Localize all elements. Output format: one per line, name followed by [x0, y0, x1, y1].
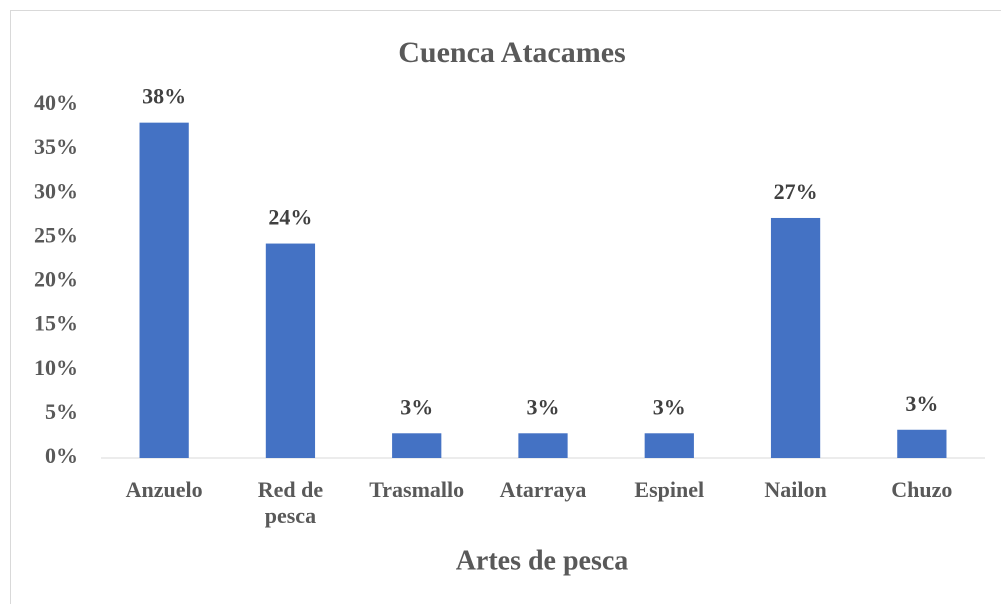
bar [139, 122, 189, 459]
y-tick-label: 40% [34, 90, 78, 115]
bar [265, 243, 316, 458]
data-label: 3% [653, 394, 686, 419]
data-label: 27% [774, 179, 818, 204]
chart-title: Cuenca Atacames [398, 36, 625, 69]
y-tick-label: 5% [45, 399, 78, 424]
y-tick-label: 30% [34, 178, 78, 203]
x-tick-label: Chuzo [891, 477, 953, 502]
y-tick-label: 0% [45, 443, 78, 468]
x-tick-label: Espinel [634, 477, 705, 502]
data-label: 38% [142, 84, 186, 109]
y-tick-label: 15% [34, 311, 78, 336]
data-label: 3% [527, 394, 560, 419]
data-label: 24% [268, 205, 312, 230]
chart-border [10, 10, 1001, 604]
bar [518, 433, 568, 458]
x-tick-label: Atarraya [499, 477, 587, 502]
data-label: 3% [905, 391, 938, 416]
bar [392, 433, 442, 458]
y-tick-label: 35% [34, 134, 78, 159]
bar [770, 217, 821, 458]
bar [897, 429, 947, 458]
bar [644, 433, 694, 458]
x-axis-title: Artes de pesca [456, 545, 629, 576]
x-tick-label: Trasmallo [369, 477, 465, 502]
y-tick-label: 25% [34, 222, 78, 247]
x-tick-label: Nailon [764, 477, 827, 502]
x-tick-label: Anzuelo [125, 477, 203, 502]
y-tick-label: 20% [34, 267, 78, 292]
x-tick-label: Red de pesca [257, 477, 324, 528]
y-tick-label: 10% [34, 355, 78, 380]
data-label: 3% [400, 394, 433, 419]
